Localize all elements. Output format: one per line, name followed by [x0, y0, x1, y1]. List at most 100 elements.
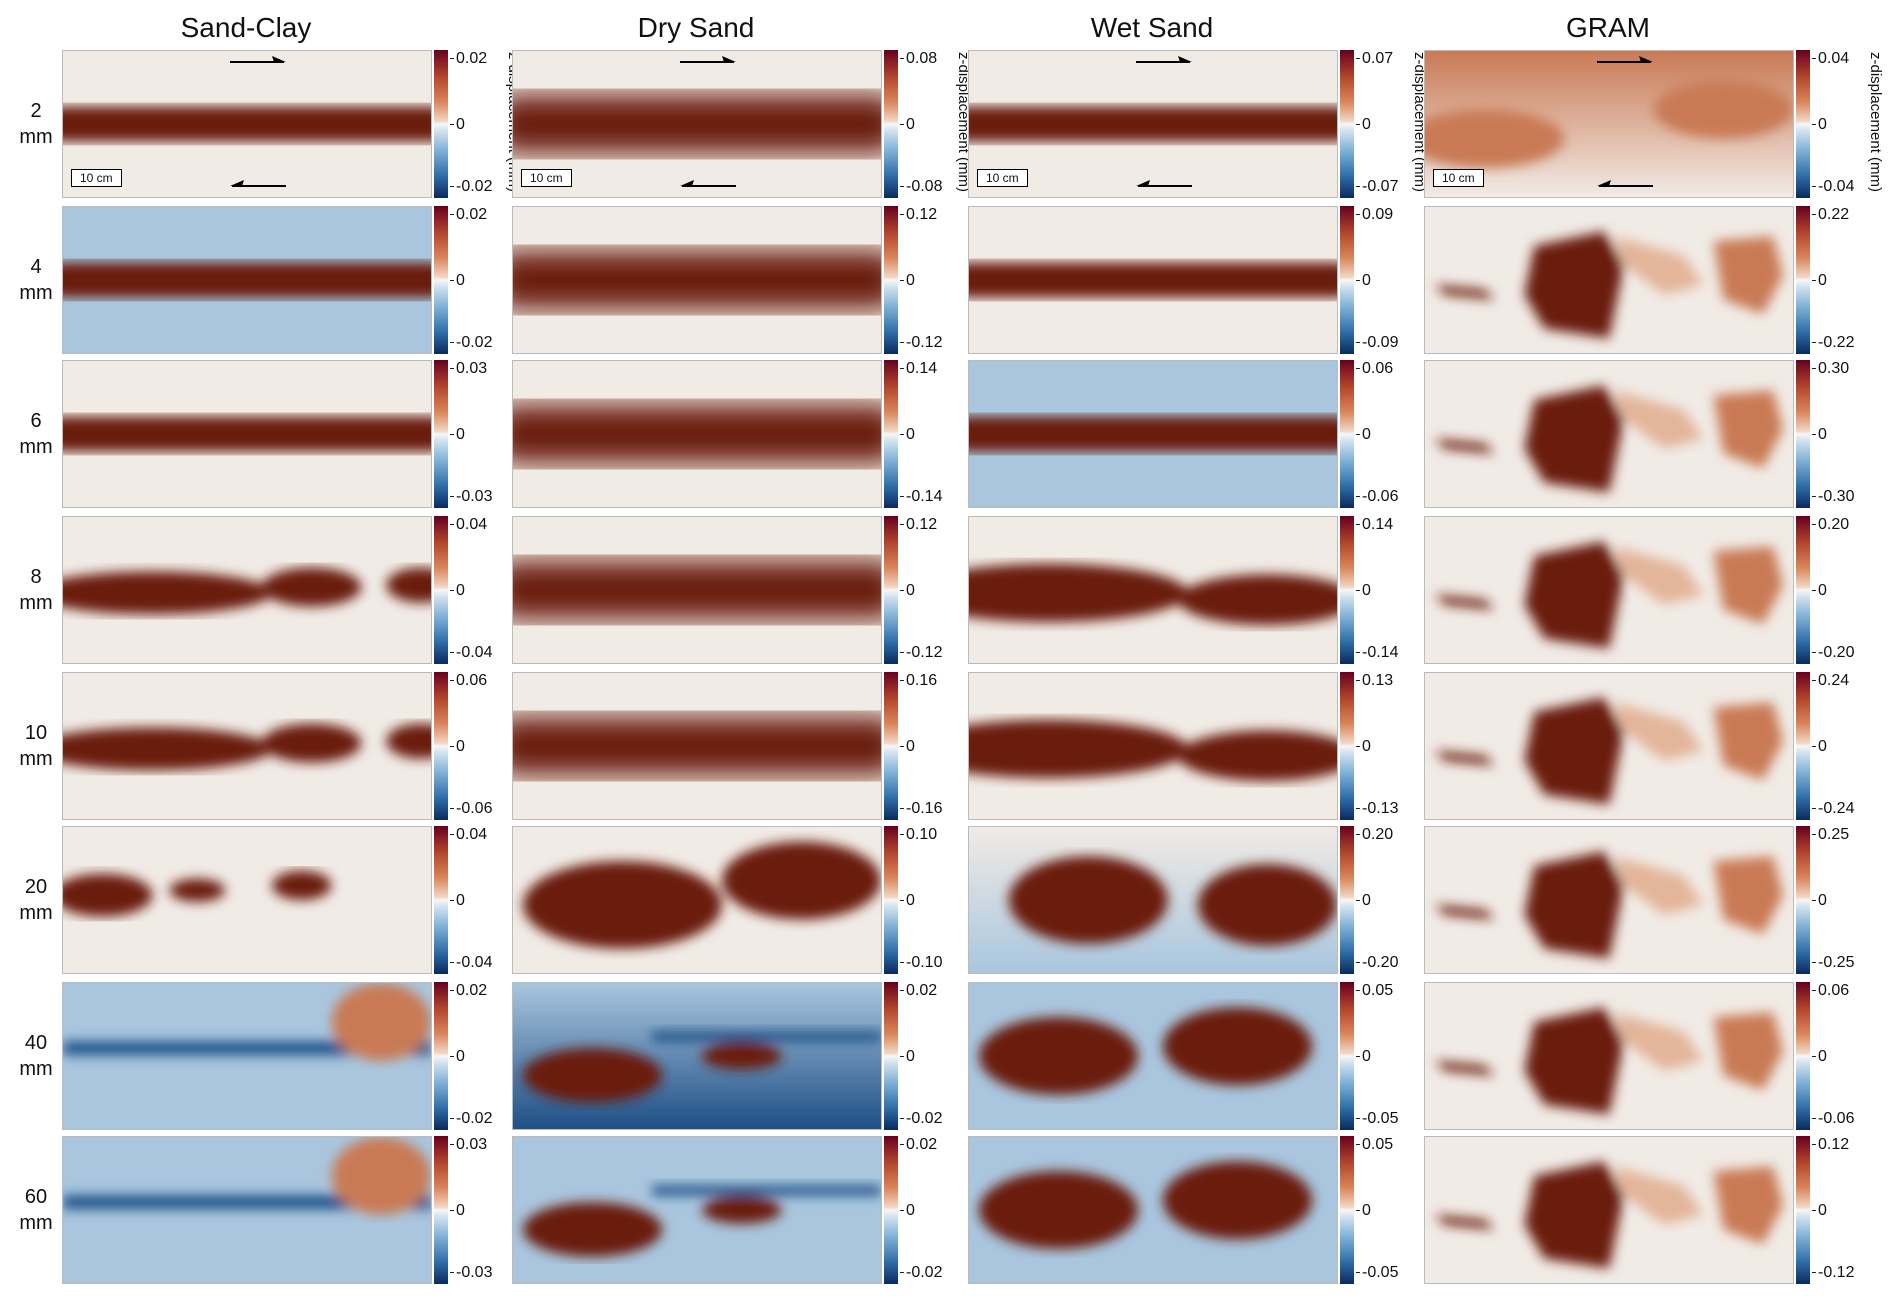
displacement-panel	[62, 982, 432, 1130]
displacement-panel	[62, 1136, 432, 1284]
colorbar-tick-label: -0.22	[1811, 334, 1855, 351]
colorbar	[1796, 1136, 1810, 1284]
colorbar-tick-label: 0.20	[1355, 826, 1394, 843]
displacement-panel	[62, 360, 432, 508]
colorbar-tick-label: 0	[1812, 1202, 1827, 1219]
row-label: 40 mm	[6, 1030, 66, 1082]
displacement-panel	[512, 672, 882, 820]
row-label-line: mm	[19, 1058, 53, 1080]
displacement-panel	[1424, 826, 1794, 974]
row-label-line: mm	[19, 282, 53, 304]
colorbar-tick-label: 0.14	[1355, 516, 1394, 533]
colorbar-tick-label: -0.20	[1811, 644, 1855, 661]
row-label-line: 2	[30, 100, 42, 122]
colorbar-tick-label: 0	[1356, 582, 1371, 599]
colorbar	[1796, 672, 1810, 820]
displacement-field	[969, 1137, 1337, 1283]
colorbar-tick-label: -0.04	[1811, 178, 1855, 195]
colorbar-tick-label: 0	[1812, 272, 1827, 289]
colorbar-tick-label: -0.14	[1355, 644, 1399, 661]
row-label: 10 mm	[6, 720, 66, 772]
displacement-field	[1425, 983, 1793, 1129]
colorbar	[434, 672, 448, 820]
colorbar-tick-label: 0	[450, 426, 465, 443]
colorbar-tick-label: 0	[1356, 1202, 1371, 1219]
row-label-line: 10	[24, 722, 48, 744]
colorbar-tick-label: -0.06	[1355, 488, 1399, 505]
displacement-panel	[512, 360, 882, 508]
colorbar-tick-label: 0	[450, 272, 465, 289]
colorbar-tick-label: -0.02	[449, 1110, 493, 1127]
colorbar-tick-label: 0.02	[449, 50, 488, 67]
displacement-field	[513, 207, 881, 353]
displacement-field	[63, 1137, 431, 1283]
colorbar	[434, 1136, 448, 1284]
colorbar-tick-label: 0.04	[449, 826, 488, 843]
displacement-panel	[1424, 516, 1794, 664]
colorbar-tick-label: -0.08	[899, 178, 943, 195]
displacement-field	[1425, 827, 1793, 973]
shear-arrow-icon	[1597, 56, 1653, 63]
colorbar-tick-label: 0.06	[1811, 982, 1850, 999]
colorbar-tick-label: -0.04	[449, 644, 493, 661]
colorbar-tick-label: 0	[900, 272, 915, 289]
scale-bar: 10 cm	[1433, 169, 1484, 187]
colorbar-tick-label: 0	[1356, 1048, 1371, 1065]
colorbar-tick-label: 0	[900, 892, 915, 909]
colorbar-tick-label: 0	[1356, 116, 1371, 133]
displacement-panel	[62, 826, 432, 974]
row-label-line: mm	[19, 902, 53, 924]
displacement-field	[63, 673, 431, 819]
colorbar-tick-label: -0.25	[1811, 954, 1855, 971]
shear-arrow-icon	[230, 180, 286, 187]
colorbar-tick-label: 0	[1812, 116, 1827, 133]
colorbar	[1796, 50, 1810, 198]
displacement-panel	[1424, 672, 1794, 820]
displacement-panel	[62, 672, 432, 820]
colorbar-tick-label: 0.22	[1811, 206, 1850, 223]
colorbar	[1340, 206, 1354, 354]
column-title: Sand-Clay	[180, 12, 312, 43]
displacement-panel	[968, 1136, 1338, 1284]
colorbar-tick-label: -0.02	[899, 1264, 943, 1281]
colorbar-tick-label: 0.24	[1811, 672, 1850, 689]
shear-arrow-icon	[680, 180, 736, 187]
colorbar	[884, 360, 898, 508]
displacement-panel	[968, 982, 1338, 1130]
displacement-field	[513, 1137, 881, 1283]
colorbar-tick-label: -0.12	[899, 644, 943, 661]
colorbar	[1796, 516, 1810, 664]
colorbar	[884, 516, 898, 664]
colorbar-tick-label: -0.02	[899, 1110, 943, 1127]
displacement-panel	[1424, 360, 1794, 508]
colorbar-tick-label: -0.16	[899, 800, 943, 817]
displacement-field	[63, 517, 431, 663]
colorbar-tick-label: 0.02	[449, 982, 488, 999]
colorbar-tick-label: 0.12	[899, 206, 938, 223]
colorbar	[434, 826, 448, 974]
colorbar	[884, 206, 898, 354]
displacement-field	[969, 51, 1337, 197]
colorbar-tick-label: -0.20	[1355, 954, 1399, 971]
colorbar-tick-label: -0.07	[1355, 178, 1399, 195]
column-title: Wet Sand	[1090, 12, 1214, 43]
displacement-field	[1425, 517, 1793, 663]
colorbar-tick-label: 0.04	[449, 516, 488, 533]
colorbar-tick-label: 0.02	[449, 206, 488, 223]
colorbar-tick-label: 0	[450, 892, 465, 909]
colorbar-tick-label: 0.02	[899, 1136, 938, 1153]
displacement-panel	[1424, 982, 1794, 1130]
displacement-field	[969, 361, 1337, 507]
displacement-field	[513, 517, 881, 663]
displacement-field	[63, 983, 431, 1129]
colorbar	[1796, 982, 1810, 1130]
displacement-panel	[968, 516, 1338, 664]
colorbar-tick-label: 0	[1812, 892, 1827, 909]
displacement-panel	[968, 206, 1338, 354]
column-title: Dry Sand	[637, 12, 755, 43]
column-title: GRAM	[1566, 12, 1650, 43]
displacement-panel	[968, 672, 1338, 820]
displacement-panel	[62, 206, 432, 354]
row-label: 4 mm	[6, 254, 66, 306]
